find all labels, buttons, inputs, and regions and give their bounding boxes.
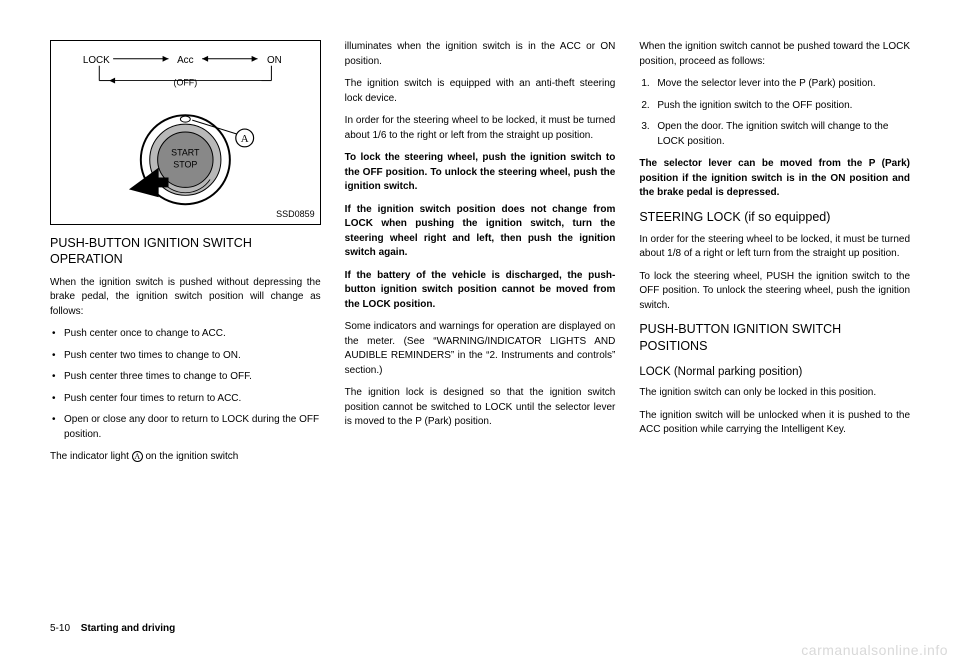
para-indicator: The indicator light A on the ignition sw…: [50, 450, 321, 465]
section-title: Starting and driving: [81, 623, 175, 634]
svg-text:STOP: STOP: [173, 160, 197, 170]
svg-text:ON: ON: [267, 55, 282, 66]
column-3: When the ignition switch cannot be pushe…: [639, 40, 910, 600]
figure-label: SSD0859: [276, 208, 315, 221]
para-bold: If the ignition switch position does not…: [345, 203, 616, 261]
svg-text:START: START: [171, 148, 200, 158]
svg-text:LOCK: LOCK: [83, 55, 110, 66]
para-bold: If the battery of the vehicle is dischar…: [345, 269, 616, 313]
para: When the ignition switch is pushed witho…: [50, 276, 321, 320]
ignition-svg: LOCK Acc ON (OFF): [51, 41, 320, 224]
para-bold: To lock the steering wheel, push the ign…: [345, 151, 616, 195]
list-item: Move the selector lever into the P (Park…: [639, 77, 910, 92]
list-item: Open the door. The ignition switch will …: [639, 120, 910, 149]
para: The ignition switch will be unlocked whe…: [639, 409, 910, 438]
heading-push-button-operation: PUSH-BUTTON IGNITION SWITCH OPERATION: [50, 235, 321, 268]
content-columns: LOCK Acc ON (OFF): [50, 40, 910, 600]
list-item: Push the ignition switch to the OFF posi…: [639, 99, 910, 114]
svg-text:Acc: Acc: [177, 55, 194, 66]
svg-text:A: A: [241, 133, 249, 145]
para: The ignition lock is designed so that th…: [345, 386, 616, 430]
para: illuminates when the ignition switch is …: [345, 40, 616, 69]
indicator-a-icon: A: [132, 451, 143, 462]
para-bold: The selector lever can be moved from the…: [639, 157, 910, 201]
list-item: Open or close any door to return to LOCK…: [50, 413, 321, 442]
page-number: 5-10: [50, 623, 70, 634]
list-item: Push center four times to return to ACC.: [50, 392, 321, 407]
para: Some indicators and warnings for operati…: [345, 320, 616, 378]
lock-steps: Move the selector lever into the P (Park…: [639, 77, 910, 149]
para: In order for the steering wheel to be lo…: [345, 114, 616, 143]
column-1: LOCK Acc ON (OFF): [50, 40, 321, 600]
heading-steering-lock: STEERING LOCK (if so equipped): [639, 209, 910, 225]
column-2: illuminates when the ignition switch is …: [345, 40, 616, 600]
svg-text:(OFF): (OFF): [173, 78, 197, 88]
para: The ignition switch is equipped with an …: [345, 77, 616, 106]
para: In order for the steering wheel to be lo…: [639, 233, 910, 262]
subheading-lock: LOCK (Normal parking position): [639, 364, 910, 381]
para: The ignition switch can only be locked i…: [639, 386, 910, 401]
list-item: Push center three times to change to OFF…: [50, 370, 321, 385]
ignition-figure: LOCK Acc ON (OFF): [50, 40, 321, 225]
watermark: carmanualsonline.info: [801, 642, 948, 658]
para: To lock the steering wheel, PUSH the ign…: [639, 270, 910, 314]
list-item: Push center two times to change to ON.: [50, 349, 321, 364]
operation-bullets: Push center once to change to ACC. Push …: [50, 327, 321, 442]
page-footer: 5-10 Starting and driving: [50, 623, 175, 634]
para: When the ignition switch cannot be pushe…: [639, 40, 910, 69]
heading-positions: PUSH-BUTTON IGNITION SWITCH POSITIONS: [639, 321, 910, 354]
list-item: Push center once to change to ACC.: [50, 327, 321, 342]
